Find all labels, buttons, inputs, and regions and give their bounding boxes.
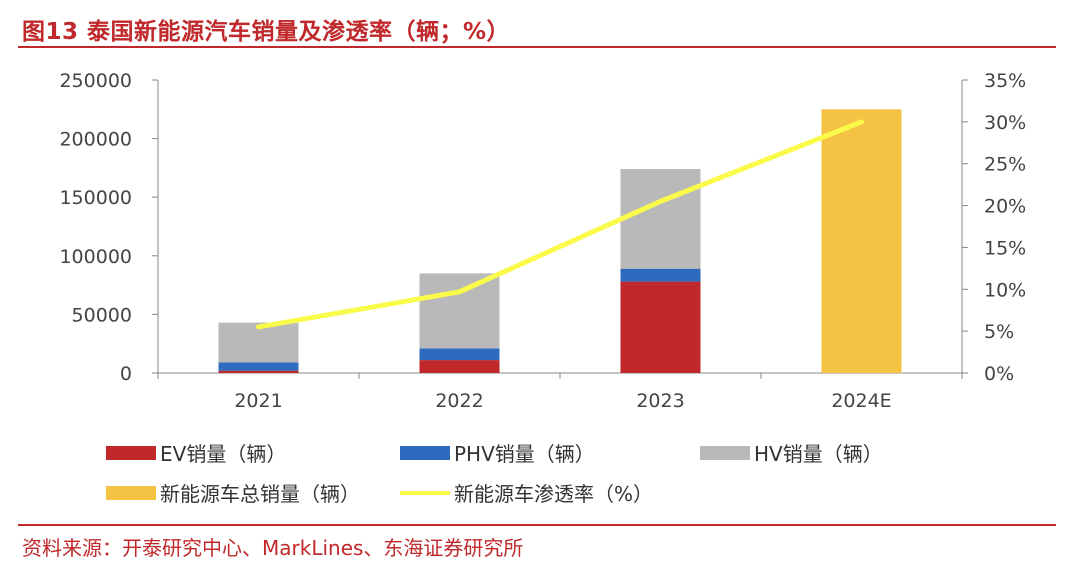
x-tick-label: 2022 (435, 390, 483, 412)
y-right-tick-label: 35% (984, 70, 1026, 92)
y-left-tick-label: 200000 (59, 129, 132, 151)
bar-phv (218, 362, 299, 371)
y-left-tick-label: 250000 (59, 70, 132, 92)
y-left-tick-label: 50000 (72, 304, 132, 326)
bar-nev-total (821, 109, 902, 374)
bar-phv (620, 268, 701, 282)
source-note: 资料来源：开泰研究中心、MarkLines、东海证券研究所 (22, 536, 524, 560)
y-right-tick-label: 5% (984, 321, 1014, 343)
source-rule (18, 524, 1056, 526)
x-tick-label: 2024E (831, 390, 891, 412)
title-rule (18, 46, 1056, 48)
y-right-tick-label: 20% (984, 196, 1026, 218)
chart-title: 图13 泰国新能源汽车销量及渗透率（辆；%） (22, 19, 511, 45)
y-right-tick-label: 10% (984, 279, 1026, 301)
bar-hv (620, 169, 701, 269)
x-tick-label: 2023 (636, 390, 684, 412)
y-right-tick-label: 25% (984, 154, 1026, 176)
y-right-tick-label: 30% (984, 112, 1026, 134)
bar-ev (218, 370, 299, 373)
bar-ev (419, 360, 500, 373)
bar-phv (419, 348, 500, 361)
x-tick-label: 2021 (234, 390, 282, 412)
y-left-tick-label: 150000 (59, 187, 132, 209)
penetration-line (256, 119, 864, 330)
bar-hv (419, 273, 500, 349)
y-right-tick-label: 15% (984, 237, 1026, 259)
y-left-tick-label: 100000 (59, 246, 132, 268)
y-right-tick-label: 0% (984, 363, 1014, 385)
y-left-tick-label: 0 (120, 363, 132, 385)
bar-ev (620, 281, 701, 373)
